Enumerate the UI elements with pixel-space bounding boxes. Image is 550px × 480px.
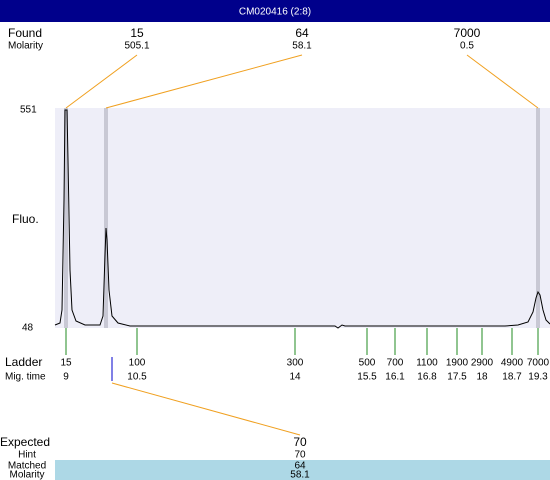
connector [466,54,539,109]
y-max-label: 551 [20,105,37,116]
ladder-size: 2900 [471,358,494,369]
peak-band [64,108,68,328]
mig-time-label: Mig. time [5,372,46,383]
ladder-size: 4900 [501,358,524,369]
y-min-label: 48 [22,323,34,334]
found-size: 7000 [454,26,481,40]
mig-time: 14 [289,372,301,383]
plot-area [55,108,550,328]
ladder-size: 700 [387,358,404,369]
molarity-label: Molarity [8,41,43,52]
mig-time: 16.8 [417,372,437,383]
expected-row-label: Matched [8,461,46,472]
mig-time: 16.1 [385,372,405,383]
expected-value: 70 [293,435,307,449]
mig-time: 15.5 [357,372,377,383]
mig-time: 9 [63,372,69,383]
ladder-size: 1100 [416,358,438,369]
expected-row-label: Molarity [9,470,44,480]
y-axis-label: Fluo. [12,212,39,226]
peak-band [104,108,108,328]
mig-time: 10.5 [127,372,147,383]
ladder-label: Ladder [5,355,42,369]
connector [111,382,301,436]
found-label: Found [8,26,42,40]
expected-label: Expected [0,435,50,449]
expected-row-label: Hint [18,450,36,461]
expected-row-value: 58.1 [290,470,310,480]
expected-row-value: 70 [294,450,306,461]
ladder-size: 500 [359,358,376,369]
ladder-size: 300 [287,358,304,369]
found-size: 15 [130,26,144,40]
ladder-size: 1900 [446,358,469,369]
expected-row-value: 64 [294,461,306,472]
connector [65,54,138,109]
ladder-size: 100 [129,358,146,369]
connector [105,54,303,109]
title-bar [0,0,550,22]
ladder-size: 15 [60,358,72,369]
found-molarity: 505.1 [124,41,149,52]
mig-time: 18 [476,372,488,383]
mig-time: 19.3 [528,372,548,383]
ladder-size: 7000 [527,358,550,369]
title: CM020416 (2:8) [239,7,311,18]
mig-time: 18.7 [502,372,522,383]
peak-band [536,108,540,328]
found-molarity: 58.1 [292,41,312,52]
found-size: 64 [295,26,309,40]
trace [54,109,550,329]
matched-band [55,460,550,480]
mig-time: 17.5 [447,372,467,383]
found-molarity: 0.5 [460,41,474,52]
